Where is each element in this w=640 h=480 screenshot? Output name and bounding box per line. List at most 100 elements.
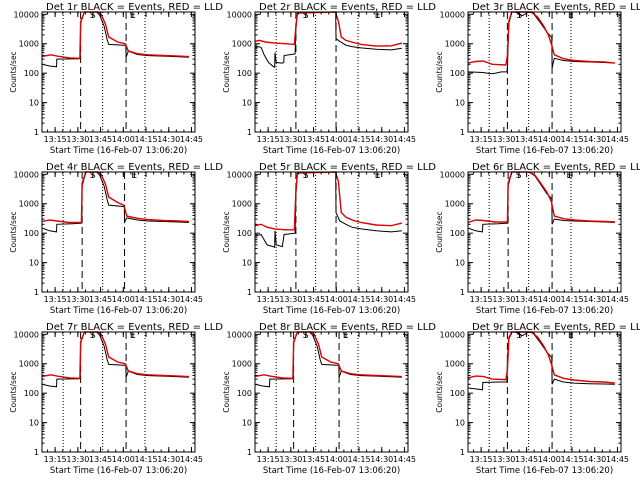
y-tick-label: 1 (247, 448, 252, 457)
plot-frame (467, 331, 622, 453)
x-tick-label: 14:30 (370, 295, 393, 304)
x-tick-label: 13:30 (66, 295, 89, 304)
x-tick-label: 14:15 (134, 135, 157, 144)
x-tick-label: 14:15 (347, 295, 370, 304)
x-tick-label: 14:00 (325, 455, 348, 464)
marker-label-s: S (303, 11, 309, 21)
x-tick-label: 14:15 (560, 135, 583, 144)
y-tick-label: 100 (237, 389, 252, 398)
x-tick-label: 14:30 (157, 135, 180, 144)
series-line-lld (467, 331, 615, 384)
x-tick-label: 14:00 (538, 295, 561, 304)
y-tick-label: 10 (455, 259, 465, 268)
x-tick-label: 13:45 (515, 455, 538, 464)
panel-title: Det 4r BLACK = Events, RED = LLD (46, 162, 223, 173)
marker-label-e: E (566, 171, 572, 181)
y-tick-label: 10 (242, 259, 252, 268)
plot-frame (254, 331, 409, 453)
x-tick-label: 14:45 (180, 295, 203, 304)
panel-title: Det 3r BLACK = Events, RED = LLD (472, 2, 640, 13)
y-axis-label: Counts/sec (9, 51, 18, 92)
marker-label-e: E (343, 331, 349, 341)
x-tick-label: 13:30 (66, 135, 89, 144)
y-tick-label: 1000 (19, 360, 39, 369)
x-tick-label: 14:30 (583, 295, 606, 304)
y-tick-label: 1000 (232, 360, 252, 369)
y-tick-label: 100 (24, 389, 39, 398)
marker-label-e: E (568, 11, 574, 21)
x-tick-label: 14:45 (606, 455, 629, 464)
y-tick-label: 1 (247, 128, 252, 137)
y-tick-label: 1000 (232, 40, 252, 49)
x-axis-label: Start Time (16-Feb-07 13:06:20) (263, 146, 400, 156)
x-tick-label: 14:15 (347, 135, 370, 144)
x-tick-label: 14:15 (134, 455, 157, 464)
y-tick-label: 10000 (14, 170, 39, 179)
y-tick-label: 100 (237, 69, 252, 78)
y-tick-label: 10000 (227, 170, 252, 179)
y-tick-label: 10000 (14, 330, 39, 339)
y-tick-label: 10 (242, 419, 252, 428)
x-tick-label: 14:30 (157, 295, 180, 304)
x-tick-label: 14:15 (560, 455, 583, 464)
x-tick-label: 13:30 (492, 135, 515, 144)
x-axis-label: Start Time (16-Feb-07 13:06:20) (50, 306, 187, 316)
x-tick-label: 14:45 (393, 135, 416, 144)
series-line-lld (41, 11, 189, 60)
series-line-lld (467, 11, 615, 66)
series-line-events (41, 331, 189, 388)
x-tick-label: 13:15 (257, 295, 280, 304)
x-tick-label: 14:00 (112, 295, 135, 304)
x-tick-label: 13:45 (302, 295, 325, 304)
x-tick-label: 13:45 (302, 135, 325, 144)
marker-label-e: E (568, 331, 574, 341)
y-axis-label: Counts/sec (435, 371, 444, 412)
x-tick-label: 13:15 (470, 295, 493, 304)
x-tick-label: 14:45 (393, 455, 416, 464)
y-tick-label: 100 (24, 229, 39, 238)
y-tick-label: 10 (455, 419, 465, 428)
y-tick-label: 1 (460, 448, 465, 457)
series-line-lld (467, 171, 615, 224)
y-axis-label: Counts/sec (9, 371, 18, 412)
y-tick-label: 1000 (232, 200, 252, 209)
y-tick-label: 1000 (19, 200, 39, 209)
x-tick-label: 13:15 (470, 455, 493, 464)
marker-label-e: E (131, 171, 137, 181)
y-tick-label: 10000 (440, 10, 465, 19)
x-tick-label: 13:15 (44, 135, 67, 144)
marker-label-e: E (130, 11, 136, 21)
x-axis-label: Start Time (16-Feb-07 13:06:20) (50, 466, 187, 476)
y-tick-label: 10 (242, 99, 252, 108)
plot-frame (467, 11, 622, 133)
x-tick-label: 14:30 (370, 135, 393, 144)
y-axis-label: Counts/sec (222, 211, 231, 252)
x-tick-label: 14:45 (180, 455, 203, 464)
x-axis-label: Start Time (16-Feb-07 13:06:20) (476, 146, 613, 156)
x-tick-label: 14:15 (347, 455, 370, 464)
marker-label-s: S (303, 331, 309, 341)
plot-frame (41, 171, 196, 293)
marker-label-s: S (303, 171, 309, 181)
plot-frame (41, 11, 196, 133)
x-tick-label: 14:45 (606, 135, 629, 144)
marker-label-s: S (90, 331, 96, 341)
y-tick-label: 1 (460, 288, 465, 297)
x-tick-label: 13:15 (44, 455, 67, 464)
x-tick-label: 13:45 (302, 455, 325, 464)
x-tick-label: 14:30 (583, 135, 606, 144)
x-tick-label: 13:15 (44, 295, 67, 304)
series-line-events (41, 171, 189, 233)
x-tick-label: 14:15 (134, 295, 157, 304)
x-tick-label: 14:00 (112, 135, 135, 144)
y-tick-label: 1 (460, 128, 465, 137)
panel-title: Det 2r BLACK = Events, RED = LLD (259, 2, 436, 13)
y-tick-label: 100 (450, 229, 465, 238)
marker-label-s: S (517, 11, 523, 21)
marker-label-s: S (516, 171, 522, 181)
